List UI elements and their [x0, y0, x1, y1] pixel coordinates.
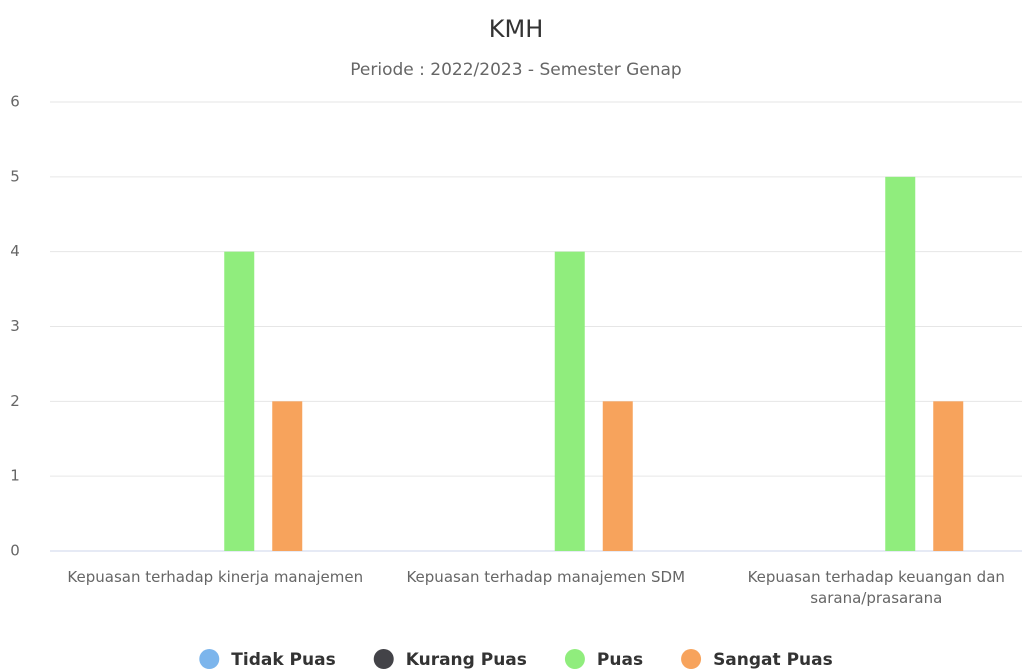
x-tick-label: Kepuasan terhadap kinerja manajemen	[67, 568, 364, 586]
bar	[554, 251, 585, 551]
legend-label: Tidak Puas	[231, 650, 335, 670]
y-tick-label: 6	[10, 93, 20, 111]
bar	[885, 176, 916, 552]
y-tick-label: 3	[10, 317, 20, 335]
x-tick-label: Kepuasan terhadap manajemen SDM	[406, 568, 686, 586]
legend-item[interactable]: Tidak Puas	[199, 649, 336, 670]
legend-marker	[199, 649, 220, 669]
bar	[272, 401, 303, 551]
legend-label: Sangat Puas	[713, 650, 833, 670]
legend-label: Kurang Puas	[406, 650, 527, 670]
legend-item[interactable]: Sangat Puas	[681, 649, 833, 670]
bar	[602, 401, 633, 551]
y-tick-label: 0	[10, 542, 20, 560]
bar	[224, 251, 255, 551]
legend-item[interactable]: Kurang Puas	[373, 649, 527, 670]
legend-item[interactable]: Puas	[564, 649, 643, 670]
bar	[933, 401, 964, 551]
y-tick-label: 2	[10, 392, 20, 410]
x-tick-label: Kepuasan terhadap keuangan dan sarana/pr…	[747, 568, 1005, 607]
legend-marker	[681, 649, 702, 669]
legend-label: Puas	[597, 650, 643, 670]
chart-subtitle: Periode : 2022/2023 - Semester Genap	[350, 60, 681, 80]
legend-marker	[564, 649, 585, 669]
y-tick-label: 1	[10, 467, 20, 485]
chart-title: KMH	[489, 15, 544, 43]
y-tick-label: 4	[10, 242, 20, 260]
legend-marker	[373, 649, 394, 669]
y-tick-label: 5	[10, 167, 20, 185]
